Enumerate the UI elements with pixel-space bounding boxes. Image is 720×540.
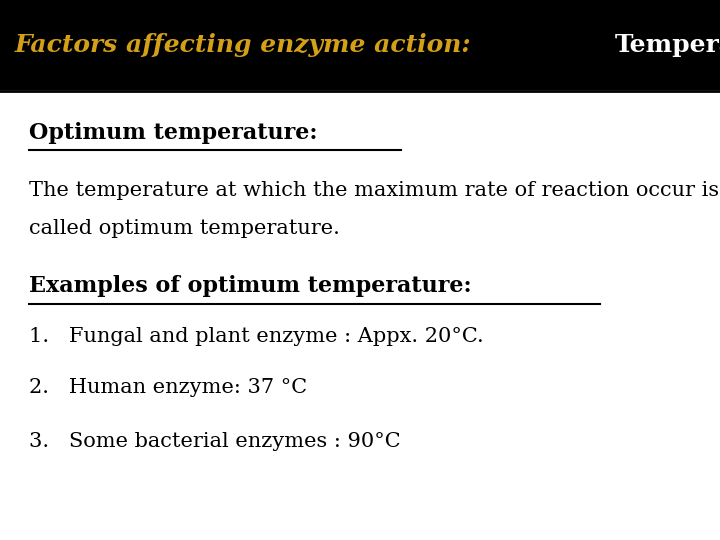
Bar [0,0,720,89]
Text: 3.   Some bacterial enzymes : 90°C: 3. Some bacterial enzymes : 90°C [29,432,400,451]
Text: 1.   Fungal and plant enzyme : Appx. 20°C.: 1. Fungal and plant enzyme : Appx. 20°C. [29,327,484,346]
Text: 2.   Human enzyme: 37 °C: 2. Human enzyme: 37 °C [29,378,307,397]
Text: Temperature: Temperature [615,32,720,57]
Text: called optimum temperature.: called optimum temperature. [29,219,340,238]
Text: The temperature at which the maximum rate of reaction occur is: The temperature at which the maximum rat… [29,181,719,200]
Text: Examples of optimum temperature:: Examples of optimum temperature: [29,275,472,298]
Text: Factors affecting enzyme action:: Factors affecting enzyme action: [14,32,480,57]
Text: Optimum temperature:: Optimum temperature: [29,122,318,144]
